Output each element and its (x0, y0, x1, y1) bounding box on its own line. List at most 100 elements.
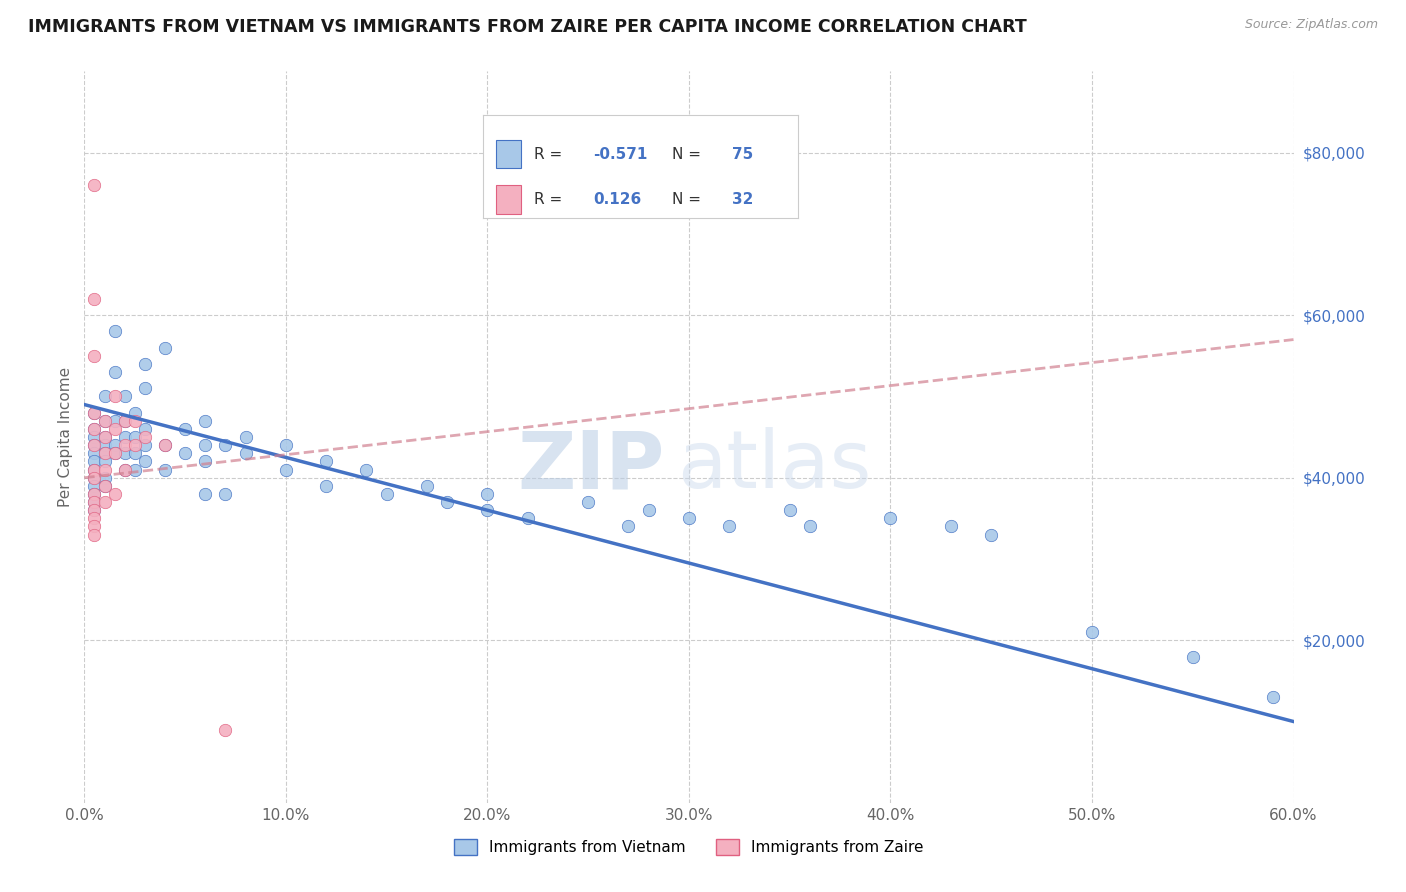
Point (1263, 690, 1285, 705)
Text: Source: ZipAtlas.com: Source: ZipAtlas.com (1244, 18, 1378, 31)
Point (153, 438, 176, 452)
Point (93, 479, 115, 493)
Point (153, 462, 176, 476)
Point (678, 511, 700, 525)
Point (93, 454, 115, 468)
Point (939, 519, 962, 533)
Point (114, 438, 136, 452)
Point (174, 446, 197, 460)
Point (194, 438, 217, 452)
Point (356, 462, 378, 476)
Point (93, 414, 115, 428)
Point (214, 723, 236, 737)
Point (124, 438, 146, 452)
Point (134, 357, 156, 371)
Point (114, 462, 136, 476)
Point (235, 430, 257, 444)
Point (274, 462, 297, 476)
Point (194, 414, 217, 428)
Point (104, 365, 127, 379)
Point (83, 422, 105, 436)
Point (114, 389, 136, 403)
Point (93, 438, 115, 452)
Point (83, 519, 105, 533)
Point (879, 511, 901, 525)
Point (1081, 625, 1104, 640)
Point (83, 471, 105, 485)
Point (637, 503, 659, 517)
Point (124, 446, 146, 460)
Point (153, 341, 176, 355)
Point (83, 178, 105, 193)
Point (83, 446, 105, 460)
Point (134, 430, 156, 444)
Point (194, 487, 217, 501)
Point (104, 438, 127, 452)
Point (83, 462, 105, 476)
Point (124, 462, 146, 476)
Point (104, 422, 127, 436)
Point (315, 479, 337, 493)
Point (93, 462, 115, 476)
Point (779, 503, 801, 517)
Point (718, 519, 741, 533)
Point (83, 406, 105, 420)
Point (83, 479, 105, 493)
Point (617, 519, 640, 533)
Point (83, 471, 105, 485)
Point (114, 414, 136, 428)
Point (83, 430, 105, 444)
Point (104, 487, 127, 501)
Point (83, 292, 105, 306)
Legend: Immigrants from Vietnam, Immigrants from Zaire: Immigrants from Vietnam, Immigrants from… (449, 833, 929, 861)
Point (436, 495, 458, 509)
Point (576, 495, 599, 509)
Point (104, 325, 127, 339)
Point (93, 471, 115, 485)
Point (83, 349, 105, 363)
Point (83, 487, 105, 501)
Point (83, 422, 105, 436)
Point (274, 438, 297, 452)
Point (83, 503, 105, 517)
Point (83, 511, 105, 525)
Point (83, 503, 105, 517)
Point (799, 519, 821, 533)
Text: IMMIGRANTS FROM VIETNAM VS IMMIGRANTS FROM ZAIRE PER CAPITA INCOME CORRELATION C: IMMIGRANTS FROM VIETNAM VS IMMIGRANTS FR… (28, 18, 1026, 36)
Point (114, 414, 136, 428)
Point (174, 422, 197, 436)
Point (114, 462, 136, 476)
Point (980, 527, 1002, 541)
Text: ZIP: ZIP (517, 427, 665, 506)
Point (93, 479, 115, 493)
Point (153, 438, 176, 452)
Point (104, 389, 127, 403)
Point (214, 438, 236, 452)
Point (83, 527, 105, 541)
Point (93, 414, 115, 428)
Point (134, 438, 156, 452)
Point (134, 454, 156, 468)
Point (83, 438, 105, 452)
Point (124, 414, 146, 428)
Point (93, 446, 115, 460)
Point (124, 430, 146, 444)
Text: atlas: atlas (676, 427, 872, 506)
Point (114, 430, 136, 444)
Point (83, 495, 105, 509)
Point (83, 454, 105, 468)
Point (93, 389, 115, 403)
Point (93, 446, 115, 460)
Point (375, 487, 398, 501)
Point (134, 381, 156, 395)
Y-axis label: Per Capita Income: Per Capita Income (58, 367, 73, 508)
Point (83, 487, 105, 501)
Point (194, 454, 217, 468)
Point (83, 438, 105, 452)
Point (104, 446, 127, 460)
Point (315, 454, 337, 468)
Point (93, 495, 115, 509)
Point (477, 503, 499, 517)
Point (93, 430, 115, 444)
Point (134, 422, 156, 436)
